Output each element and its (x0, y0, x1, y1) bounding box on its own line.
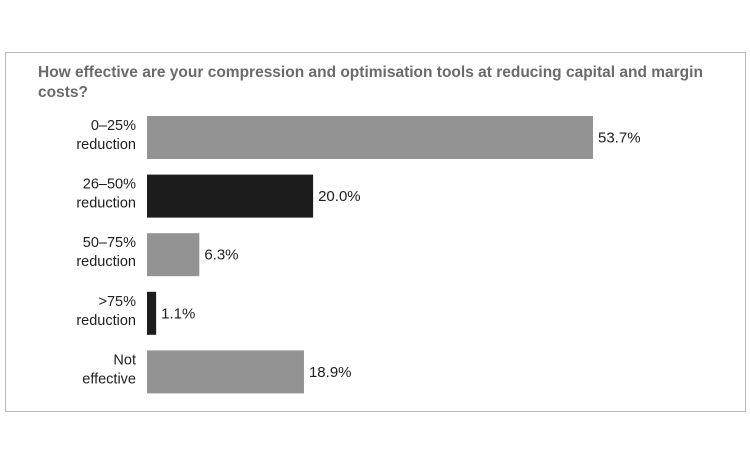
bar-0 (147, 116, 593, 159)
category-label-line: 26–50% (83, 177, 136, 193)
value-label-4: 18.9% (309, 364, 352, 381)
bars-group: 53.7% 0–25% reduction 20.0% 26–50% reduction 6… (76, 116, 641, 394)
value-label-3: 1.1% (161, 305, 195, 322)
chart-title: How effective are your compression and o… (38, 64, 703, 101)
bar-4 (147, 350, 304, 394)
category-label-0: 0–25% reduction (76, 118, 136, 153)
value-label-2: 6.3% (204, 247, 238, 264)
bar-1 (147, 174, 314, 218)
category-label-line: reduction (76, 313, 136, 329)
value-label-0: 53.7% (598, 130, 641, 147)
bar-3 (147, 291, 157, 335)
category-label-4: Not effective (82, 352, 136, 387)
bar-2 (147, 233, 200, 277)
category-label-line: reduction (76, 137, 136, 153)
category-label-line: 0–25% (91, 118, 136, 134)
category-label-3: >75% reduction (76, 294, 136, 329)
category-label-line: reduction (76, 254, 136, 270)
category-label-line: Not (113, 352, 136, 368)
value-label-1: 20.0% (318, 188, 361, 205)
category-label-line: reduction (76, 196, 136, 212)
chart-frame (5, 52, 746, 412)
category-label-1: 26–50% reduction (76, 177, 136, 212)
category-label-2: 50–75% reduction (76, 235, 136, 270)
category-label-line: >75% (99, 294, 137, 310)
category-label-line: 50–75% (83, 235, 136, 251)
category-label-line: effective (82, 371, 136, 387)
